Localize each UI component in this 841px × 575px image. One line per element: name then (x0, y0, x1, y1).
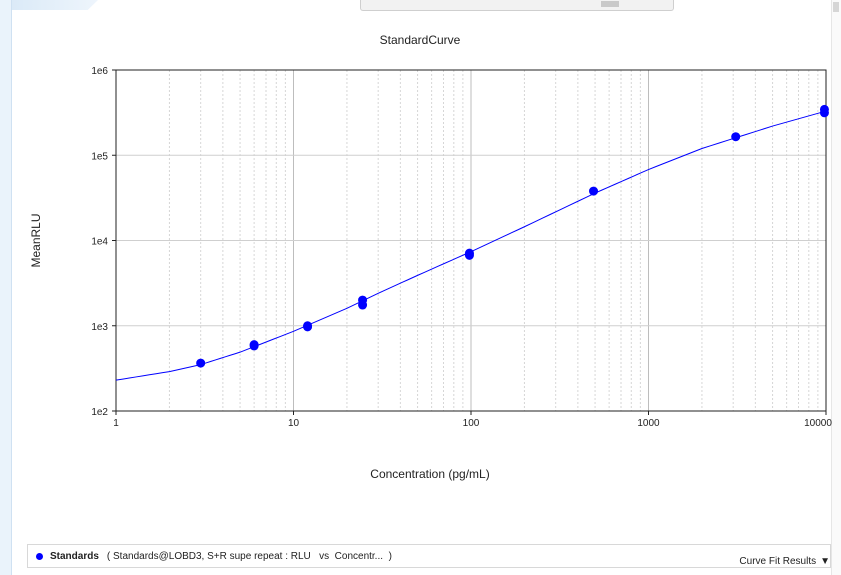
standard-curve-chart: StandardCurve 1 10 100 1000 10000 1e2 1e3 1e4 1e… (29, 33, 832, 481)
axis-ticks: 1 10 100 1000 10000 1e2 1e3 1e4 1e5 1e6 (91, 66, 832, 429)
legend: Standards ( Standards@LOBD3, S+R supe re… (27, 544, 831, 568)
chart-title: StandardCurve (380, 33, 461, 47)
scrollbar-thumb[interactable] (833, 2, 839, 12)
y-tick-label: 1e4 (91, 237, 108, 248)
x-tick-label: 10 (288, 418, 300, 429)
data-point (196, 358, 206, 368)
curve-fit-results-toggle[interactable]: Curve Fit Results ▼ (739, 556, 830, 567)
toolbar-scroll-thumb[interactable] (601, 1, 619, 7)
y-tick-label: 1e2 (91, 407, 108, 418)
data-point (249, 341, 259, 351)
data-point (464, 250, 474, 260)
legend-series-description: ( Standards@LOBD3, S+R supe repeat : RLU… (106, 550, 392, 562)
legend-marker-dot (36, 552, 43, 560)
x-tick-label: 100 (463, 418, 480, 429)
x-tick-label: 1 (113, 418, 119, 429)
grid-lines (116, 70, 826, 411)
data-point (819, 108, 829, 118)
y-tick-label: 1e5 (91, 151, 108, 162)
curve-fit-results-label: Curve Fit Results (739, 556, 817, 567)
top-toolbar[interactable] (360, 0, 674, 11)
top-tab-decoration (12, 0, 98, 10)
chevron-down-icon: ▼ (820, 556, 830, 567)
fit-curve-line (115, 110, 827, 381)
data-point (303, 322, 313, 332)
x-axis-label: Concentration (pg/mL) (370, 467, 489, 481)
y-tick-label: 1e6 (91, 66, 108, 77)
x-tick-label: 10000 (804, 418, 832, 429)
right-scrollbar[interactable] (831, 0, 841, 575)
data-point (589, 186, 599, 196)
x-tick-label: 1000 (637, 418, 660, 429)
data-points (196, 104, 829, 368)
data-point (731, 132, 741, 142)
left-panel-edge (0, 0, 12, 575)
y-axis-label: MeanRLU (29, 213, 43, 267)
legend-series-name: Standards (50, 550, 99, 562)
y-tick-label: 1e3 (91, 322, 108, 333)
data-point (358, 300, 368, 310)
